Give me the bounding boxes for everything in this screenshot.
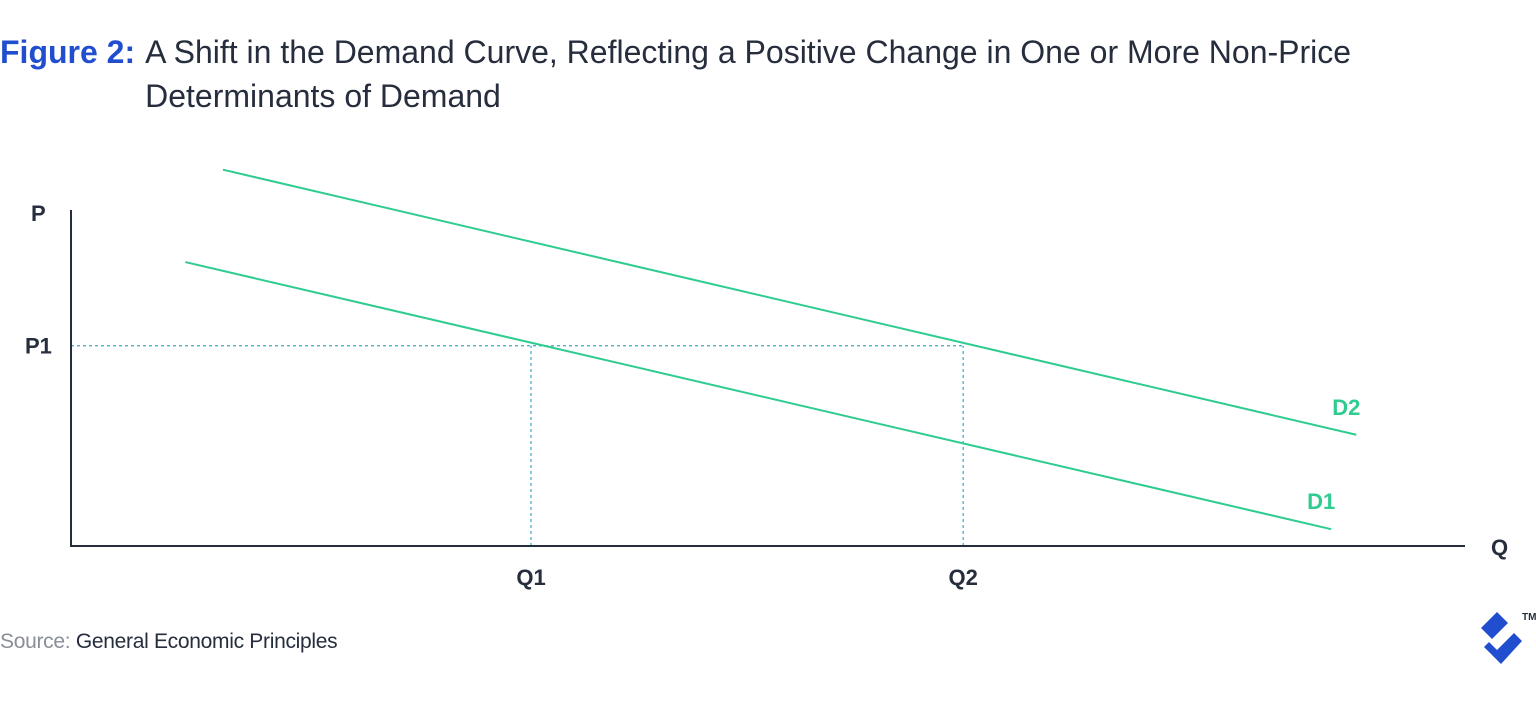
source-text: General Economic Principles (75, 630, 338, 653)
curve-label-d2: D2 (1332, 395, 1360, 420)
toptal-logo-icon: TM (1481, 612, 1536, 664)
y-axis-label: P (31, 201, 46, 226)
curve-d2 (222, 168, 1357, 436)
source-note: Source: General Economic Principles (0, 630, 338, 654)
demand-curves (185, 168, 1357, 531)
y-tick-p1: P1 (25, 334, 52, 359)
logo-shape (1481, 612, 1522, 664)
curve-labels: D1 D2 (1307, 395, 1360, 514)
source-prefix: Source: (0, 630, 71, 653)
figure-label: Figure 2: (0, 34, 136, 70)
guide-lines (71, 345, 964, 546)
figure-title-block: Figure 2: A Shift in the Demand Curve, R… (0, 30, 1536, 118)
curve-d1 (185, 261, 1332, 531)
figure-title: A Shift in the Demand Curve, Reflecting … (145, 34, 1352, 114)
logo-mark (1481, 612, 1522, 664)
x-axis-label: Q (1491, 535, 1508, 560)
tick-labels: Q1 Q2 P1 (25, 334, 978, 590)
trademark-mark: TM (1522, 612, 1536, 623)
x-tick-q1: Q1 (516, 565, 545, 590)
curve-label-d1: D1 (1307, 489, 1335, 514)
x-tick-q2: Q2 (948, 565, 977, 590)
